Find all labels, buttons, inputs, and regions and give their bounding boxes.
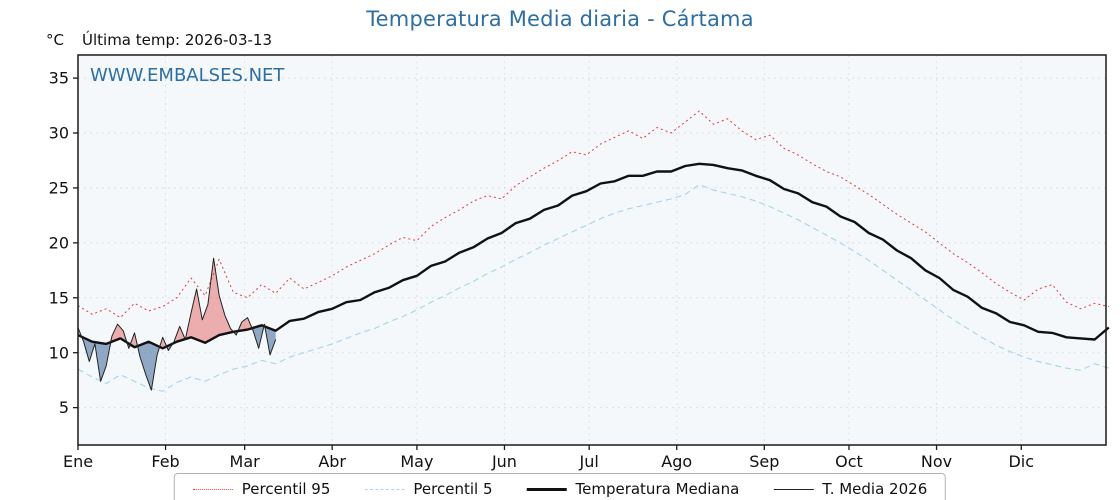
fill-above-median xyxy=(78,258,276,349)
temperatura-mediana-line-sample xyxy=(526,487,567,491)
x-tick-label: Nov xyxy=(921,452,952,471)
percentil-5-line-sample xyxy=(364,488,405,490)
axis-ticks: 5 10 15 20 25 30 35 Ene Feb Mar Abr May Jun Jul Ago Sep… xyxy=(49,69,1034,471)
y-tick-label: 15 xyxy=(49,288,69,307)
legend-item-media-2026: T. Media 2026 xyxy=(773,480,927,498)
y-tick-label: 20 xyxy=(49,233,69,252)
percentil-95-line-sample xyxy=(192,488,233,490)
x-tick-label: Mar xyxy=(230,452,261,471)
watermark-text: WWW.EMBALSES.NET xyxy=(90,65,285,86)
plot-background xyxy=(78,55,1106,445)
y-tick-label: 10 xyxy=(49,343,69,362)
x-tick-label: Ago xyxy=(661,452,692,471)
legend-label-mediana: Temperatura Mediana xyxy=(575,480,740,498)
y-tick-label: 5 xyxy=(59,398,69,417)
legend-label-percentil-5: Percentil 5 xyxy=(413,480,493,498)
x-tick-label: Jul xyxy=(579,452,599,471)
x-tick-label: Sep xyxy=(749,452,779,471)
x-tick-label: May xyxy=(400,452,433,471)
y-tick-label: 30 xyxy=(49,124,69,143)
x-tick-label: Jun xyxy=(491,452,517,471)
chart-legend: Percentil 95 Percentil 5 Temperatura Med… xyxy=(173,473,947,500)
legend-label-media-2026: T. Media 2026 xyxy=(822,480,928,498)
x-tick-label: Abr xyxy=(318,452,346,471)
legend-item-mediana: Temperatura Mediana xyxy=(526,480,739,498)
series-line-percentil-5 xyxy=(77,184,1109,392)
series-line-temperatura-mediana xyxy=(77,162,1110,350)
last-temp-label: Última temp: 2026-03-13 xyxy=(82,31,273,49)
legend-label-percentil-95: Percentil 95 xyxy=(241,480,331,498)
series-line-percentil-95 xyxy=(77,110,1109,319)
x-tick-label: Ene xyxy=(63,452,93,471)
plot-border xyxy=(77,54,1107,446)
y-tick-label: 35 xyxy=(49,69,69,88)
x-tick-label: Feb xyxy=(151,452,179,471)
y-tick-label: 25 xyxy=(49,179,69,198)
chart-title: Temperatura Media diaria - Cártama xyxy=(366,7,754,31)
x-tick-label: Dic xyxy=(1008,452,1034,471)
legend-item-percentil-5: Percentil 5 xyxy=(364,480,492,498)
t-media-2026-line-sample xyxy=(773,488,814,490)
x-tick-label: Oct xyxy=(835,452,863,471)
fill-below-median xyxy=(78,325,276,391)
series-line-t-media-2026 xyxy=(77,257,277,391)
y-axis-unit-label: °C xyxy=(46,31,64,49)
legend-item-percentil-95: Percentil 95 xyxy=(192,480,331,498)
